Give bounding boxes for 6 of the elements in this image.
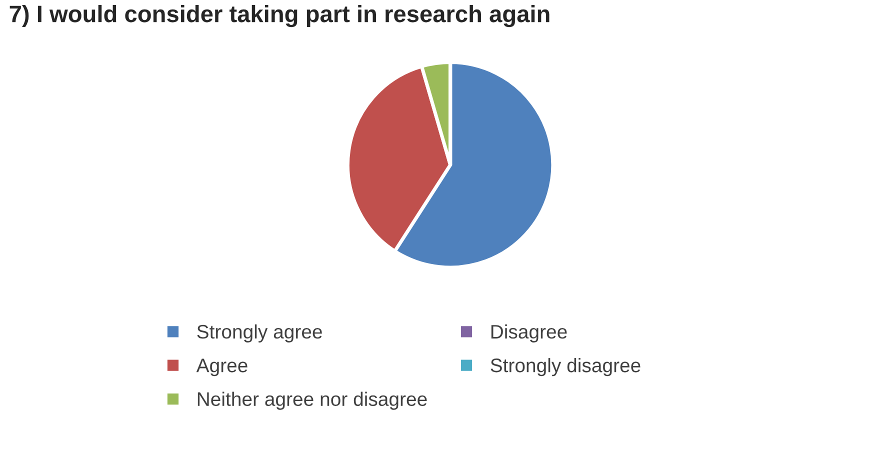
legend-label: Strongly agree bbox=[197, 324, 322, 342]
chart-title: 7) I would consider taking part in research again bbox=[10, 4, 550, 28]
legend-label: Neither agree nor disagree bbox=[198, 392, 427, 410]
legend-label: Strongly disagree bbox=[490, 358, 640, 376]
legend-label: Disagree bbox=[491, 324, 567, 342]
legend-label: Agree bbox=[196, 358, 248, 376]
